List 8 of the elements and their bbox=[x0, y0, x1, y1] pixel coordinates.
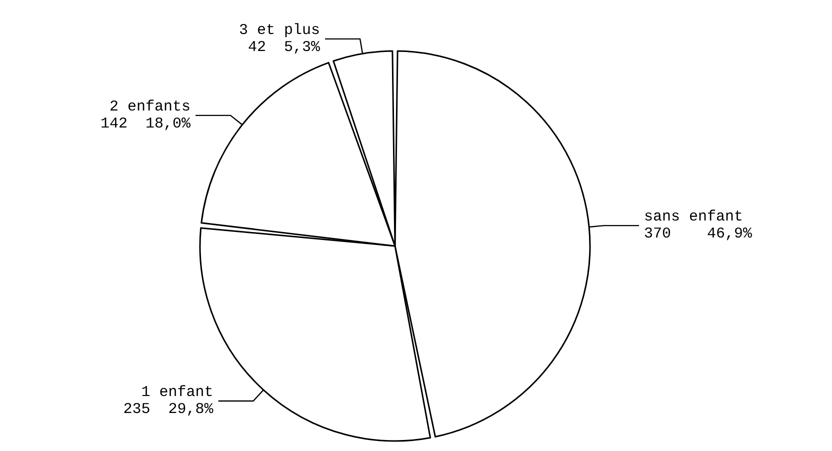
slice-label: 3 et plus bbox=[239, 22, 320, 39]
data-label: 142 18,0% bbox=[100, 115, 192, 132]
data-label: 370 46,9% bbox=[644, 226, 754, 243]
slice-label: 1 enfant bbox=[141, 384, 214, 401]
data-label: 42 5,3% bbox=[248, 38, 322, 56]
slice-label: 2 enfants bbox=[110, 98, 191, 116]
slice-label: sans enfant bbox=[644, 208, 744, 226]
data-label: 235 29,8% bbox=[123, 400, 214, 418]
